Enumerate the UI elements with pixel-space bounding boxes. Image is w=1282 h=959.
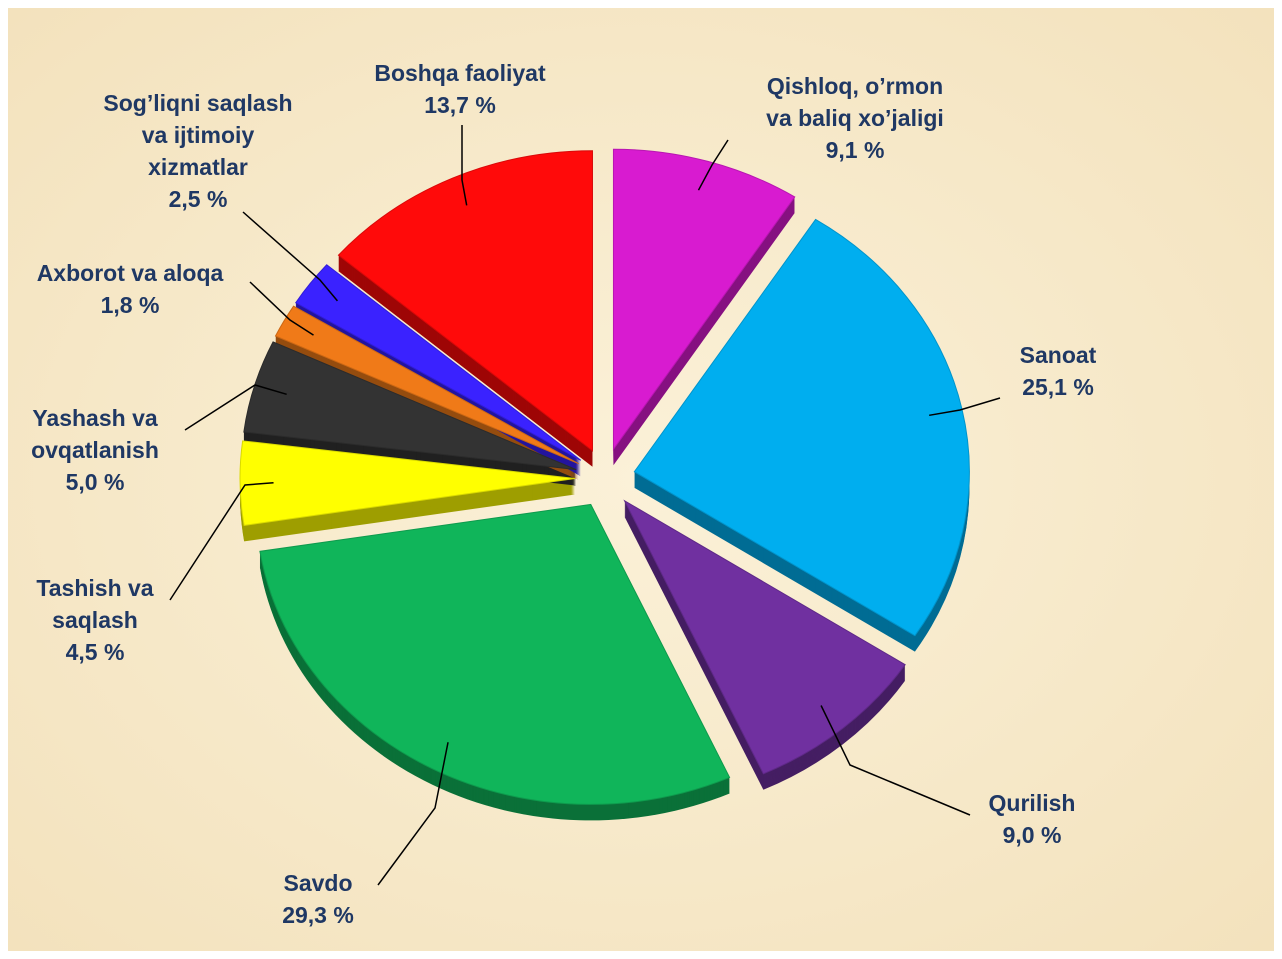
- category-label: Sog’liqni saqlash va ijtimoiy xizmatlar: [103, 90, 292, 180]
- category-label: Qurilish: [989, 790, 1076, 816]
- leader-line: [461, 125, 468, 206]
- slice: [239, 440, 576, 526]
- slice: [612, 148, 796, 451]
- label-line: Boshqa faoliyat: [374, 60, 546, 86]
- category-label: Qishloq, o’rmon va baliq xo’jaligi: [766, 73, 944, 131]
- label-line: va baliq xo’jaligi: [766, 105, 944, 131]
- slice: [294, 264, 582, 461]
- category-label: Savdo: [283, 870, 352, 896]
- label-line: Sog’liqni saqlash: [103, 90, 292, 116]
- leader-line: [929, 397, 1001, 417]
- leader-line: [820, 705, 971, 816]
- label-line: Qurilish: [989, 790, 1076, 816]
- value-label: 9,1 %: [826, 137, 885, 163]
- leader-line: [184, 384, 287, 431]
- slice: [623, 499, 906, 775]
- category-label: Boshqa faoliyat: [374, 60, 546, 86]
- slice: [274, 305, 579, 465]
- slice: [259, 503, 731, 805]
- label-line: va ijtimoiy: [142, 122, 255, 148]
- category-label: Axborot va aloqa: [37, 260, 224, 286]
- label-line: Sanoat: [1020, 342, 1097, 368]
- category-label: Sanoat: [1020, 342, 1097, 368]
- label-line: Qishloq, o’rmon: [767, 73, 943, 99]
- value-label: 5,0 %: [66, 469, 125, 495]
- slice: [337, 150, 593, 452]
- label-line: Tashish va: [36, 575, 153, 601]
- value-label: 29,3 %: [282, 902, 354, 928]
- value-label: 9,0 %: [1003, 822, 1062, 848]
- label-line: Savdo: [283, 870, 352, 896]
- leader-line: [249, 281, 314, 336]
- category-label: Yashash va ovqatlanish: [31, 405, 159, 463]
- label-line: Axborot va aloqa: [37, 260, 224, 286]
- leader-line: [169, 481, 274, 601]
- category-label: Tashish va saqlash: [36, 575, 153, 633]
- label-line: xizmatlar: [148, 154, 248, 180]
- label-line: saqlash: [52, 607, 138, 633]
- leader-line: [242, 211, 339, 302]
- leader-line: [697, 139, 729, 191]
- value-label: 13,7 %: [424, 92, 496, 118]
- value-label: 4,5 %: [66, 639, 125, 665]
- value-label: 2,5 %: [169, 186, 228, 212]
- leader-line: [377, 742, 449, 886]
- value-label: 1,8 %: [101, 292, 160, 318]
- label-line: ovqatlanish: [31, 437, 159, 463]
- value-label: 25,1 %: [1022, 374, 1094, 400]
- label-line: Yashash va: [32, 405, 158, 431]
